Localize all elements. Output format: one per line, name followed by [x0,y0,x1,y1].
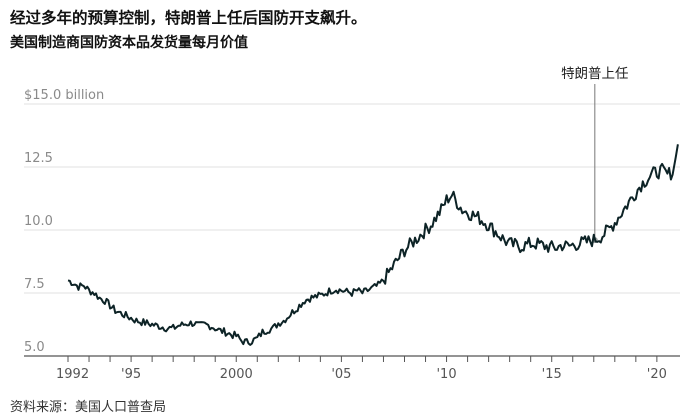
chart-subtitle: 美国制造商国防资本品发货量每月价值 [10,35,248,51]
y-tick-label-4: 5.0 [24,340,45,355]
x-tick-label-0: 1992 [56,367,89,382]
y-tick-label-3: 7.5 [24,277,45,292]
y-tick-label-0: $15.0 billion [24,88,104,103]
annotation-label: 特朗普上任 [561,66,629,82]
x-tick-label-5: '15 [542,367,562,382]
source-note: 资料来源：美国人口普查局 [10,400,167,415]
y-axis: $15.0 billion 12.5 10.0 7.5 5.0 [24,88,104,355]
grid-lines [24,103,680,357]
x-axis: 1992 '95 2000 '05 '10 '15 '20 [56,356,667,382]
chart-title: 经过多年的预算控制，特朗普上任后国防开支飙升。 [10,9,367,27]
x-tick-label-6: '20 [647,367,667,382]
data-series [67,144,679,346]
x-tick-label-2: 2000 [220,367,253,382]
series-line [67,144,679,346]
y-tick-label-1: 12.5 [24,151,53,166]
x-tick-label-4: '10 [436,367,456,382]
x-tick-label-3: '05 [331,367,351,382]
y-tick-label-2: 10.0 [24,214,53,229]
x-tick-label-1: '95 [121,367,141,382]
